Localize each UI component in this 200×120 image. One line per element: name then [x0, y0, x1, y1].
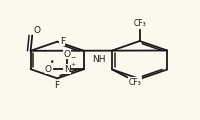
Text: +: + — [70, 62, 75, 67]
Text: •: • — [50, 58, 55, 67]
Text: CF₃: CF₃ — [133, 19, 146, 28]
Text: F: F — [60, 36, 65, 45]
Text: N: N — [64, 65, 70, 74]
Text: O: O — [64, 50, 71, 59]
Text: NH: NH — [93, 55, 106, 64]
Text: O: O — [45, 65, 52, 74]
Text: CF₃: CF₃ — [129, 78, 141, 87]
Text: F: F — [54, 81, 59, 90]
Text: −: − — [70, 54, 76, 59]
Text: O: O — [34, 26, 41, 35]
